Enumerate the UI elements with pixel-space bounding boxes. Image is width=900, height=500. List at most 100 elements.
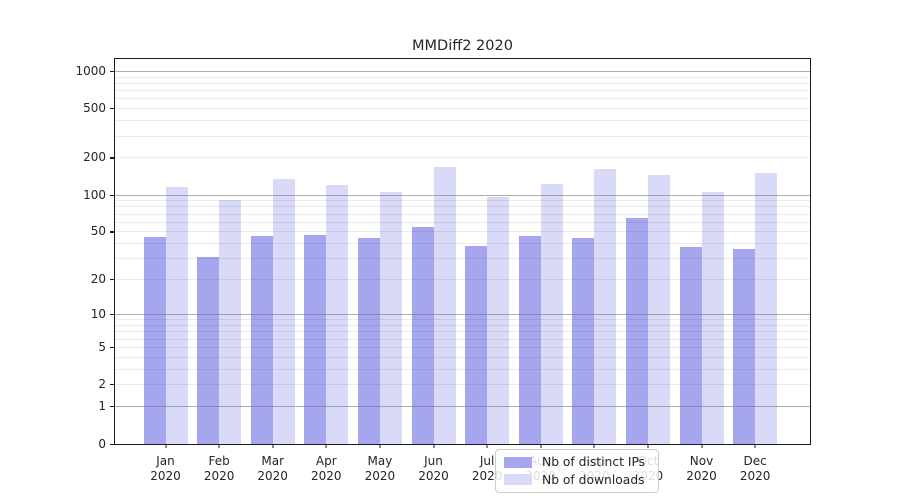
legend-entry-distinct-ips: Nb of distinct IPs — [504, 455, 650, 469]
bar-distinct-ips-jun — [411, 227, 434, 444]
y-tick-label-200: 200 — [83, 150, 106, 165]
x-tick-label-mar: Mar 2020 — [243, 454, 303, 484]
y-tick-label-10: 10 — [90, 307, 106, 322]
bar-distinct-ips-mar — [250, 235, 273, 444]
y-tick-label-2: 2 — [98, 377, 106, 392]
bar-distinct-ips-apr — [304, 234, 327, 444]
x-tick-label-jun: Jun 2020 — [404, 454, 464, 484]
gridline-minor-400 — [115, 120, 810, 122]
bar-downloads-mar — [272, 179, 295, 444]
bar-distinct-ips-nov — [679, 247, 702, 444]
y-tick-mark-100 — [110, 194, 114, 196]
y-tick-mark-20 — [110, 279, 114, 281]
x-tick-year: 2020 — [364, 468, 396, 483]
y-tick-label-0: 0 — [98, 436, 106, 451]
bar-downloads-may — [379, 191, 402, 444]
x-tick-year: 2020 — [257, 468, 288, 483]
x-tick-mark-oct — [647, 443, 649, 448]
y-tick-mark-1000 — [110, 70, 114, 73]
x-tick-mark-apr — [325, 443, 327, 448]
bar-downloads-jun — [433, 167, 456, 444]
legend-entry-downloads: Nb of downloads — [504, 473, 650, 487]
y-tick-mark-0 — [110, 443, 114, 445]
gridline-minor-300 — [115, 135, 810, 137]
bar-distinct-ips-feb — [197, 256, 220, 444]
legend-label-downloads: Nb of downloads — [542, 472, 645, 487]
bar-downloads-feb — [219, 200, 242, 444]
bar-downloads-dec — [755, 172, 778, 444]
bar-distinct-ips-jul — [465, 245, 488, 444]
bar-downloads-apr — [326, 185, 349, 444]
x-tick-month: Dec — [743, 453, 767, 468]
x-tick-label-dec: Dec 2020 — [725, 454, 785, 484]
x-tick-mark-aug — [540, 443, 542, 448]
x-tick-mark-feb — [218, 443, 220, 448]
x-tick-label-nov: Nov 2020 — [672, 454, 732, 484]
plot-area: 0 1 2 5 10 20 50 100 200 500 1000 Jan 2020 Feb 2020 Mar… — [75, 58, 811, 493]
x-tick-month: Mar — [261, 453, 284, 468]
legend-label-distinct-ips: Nb of distinct IPs — [542, 455, 646, 470]
y-tick-mark-2 — [110, 384, 114, 386]
gridline-minor-700 — [115, 90, 810, 92]
bar-distinct-ips-aug — [518, 235, 541, 444]
x-tick-label-feb: Feb 2020 — [189, 454, 249, 484]
gridline-minor-800 — [115, 82, 810, 84]
bar-distinct-ips-sep — [572, 238, 595, 444]
y-tick-label-20: 20 — [90, 272, 106, 287]
x-tick-month: Jun — [424, 453, 443, 468]
x-tick-year: 2020 — [418, 468, 449, 483]
x-tick-mark-jun — [433, 443, 435, 448]
bar-distinct-ips-may — [357, 238, 380, 444]
y-tick-mark-10 — [110, 314, 114, 316]
bar-distinct-ips-dec — [733, 248, 756, 444]
x-tick-mark-jul — [486, 443, 488, 448]
x-tick-month: Jul — [479, 453, 495, 468]
x-tick-month: Jan — [156, 453, 175, 468]
x-tick-year: 2020 — [311, 468, 342, 483]
x-tick-label-jan: Jan 2020 — [136, 454, 196, 484]
y-tick-label-500: 500 — [83, 101, 106, 116]
x-tick-mark-mar — [272, 443, 274, 448]
y-tick-mark-200 — [110, 157, 114, 159]
bar-downloads-nov — [701, 191, 724, 444]
x-tick-year: 2020 — [739, 468, 771, 483]
x-tick-month: Apr — [315, 453, 337, 468]
x-tick-mark-may — [379, 443, 381, 448]
y-tick-label-1000: 1000 — [75, 63, 106, 78]
bar-distinct-ips-oct — [625, 217, 648, 444]
gridline-500 — [115, 108, 810, 110]
x-tick-year: 2020 — [150, 468, 181, 483]
gridline-minor-900 — [115, 76, 810, 78]
x-tick-year: 2020 — [686, 468, 717, 483]
legend: Nb of distinct IPs Nb of downloads — [495, 449, 659, 493]
x-tick-mark-nov — [701, 443, 703, 448]
x-tick-month: Nov — [689, 453, 714, 468]
chart-title: MMDiff2 2020 — [412, 38, 513, 54]
x-tick-year: 2020 — [471, 468, 503, 483]
x-tick-mark-sep — [593, 443, 595, 448]
y-tick-mark-5 — [110, 346, 114, 349]
y-tick-mark-500 — [110, 108, 114, 110]
x-tick-month: Feb — [208, 453, 230, 468]
y-tick-label-50: 50 — [90, 224, 106, 239]
bar-downloads-jan — [165, 186, 188, 444]
x-tick-label-may: May 2020 — [350, 454, 410, 484]
x-tick-mark-dec — [754, 443, 756, 448]
legend-swatch-distinct-ips — [504, 456, 532, 468]
gridline-1000 — [115, 70, 810, 72]
y-tick-label-1: 1 — [98, 399, 106, 414]
bar-distinct-ips-jan — [143, 237, 166, 444]
y-tick-mark-50 — [110, 231, 114, 233]
x-tick-mark-jan — [165, 443, 167, 448]
bar-downloads-oct — [647, 174, 670, 444]
y-tick-label-100: 100 — [83, 187, 106, 202]
bar-downloads-sep — [594, 168, 617, 444]
legend-swatch-downloads — [504, 474, 532, 486]
x-tick-year: 2020 — [203, 468, 235, 483]
gridline-minor-600 — [115, 98, 810, 100]
bar-downloads-jul — [487, 197, 510, 444]
x-tick-month: May — [367, 453, 393, 468]
x-tick-label-jul: Jul 2020 — [457, 454, 517, 484]
bar-downloads-aug — [540, 183, 563, 444]
